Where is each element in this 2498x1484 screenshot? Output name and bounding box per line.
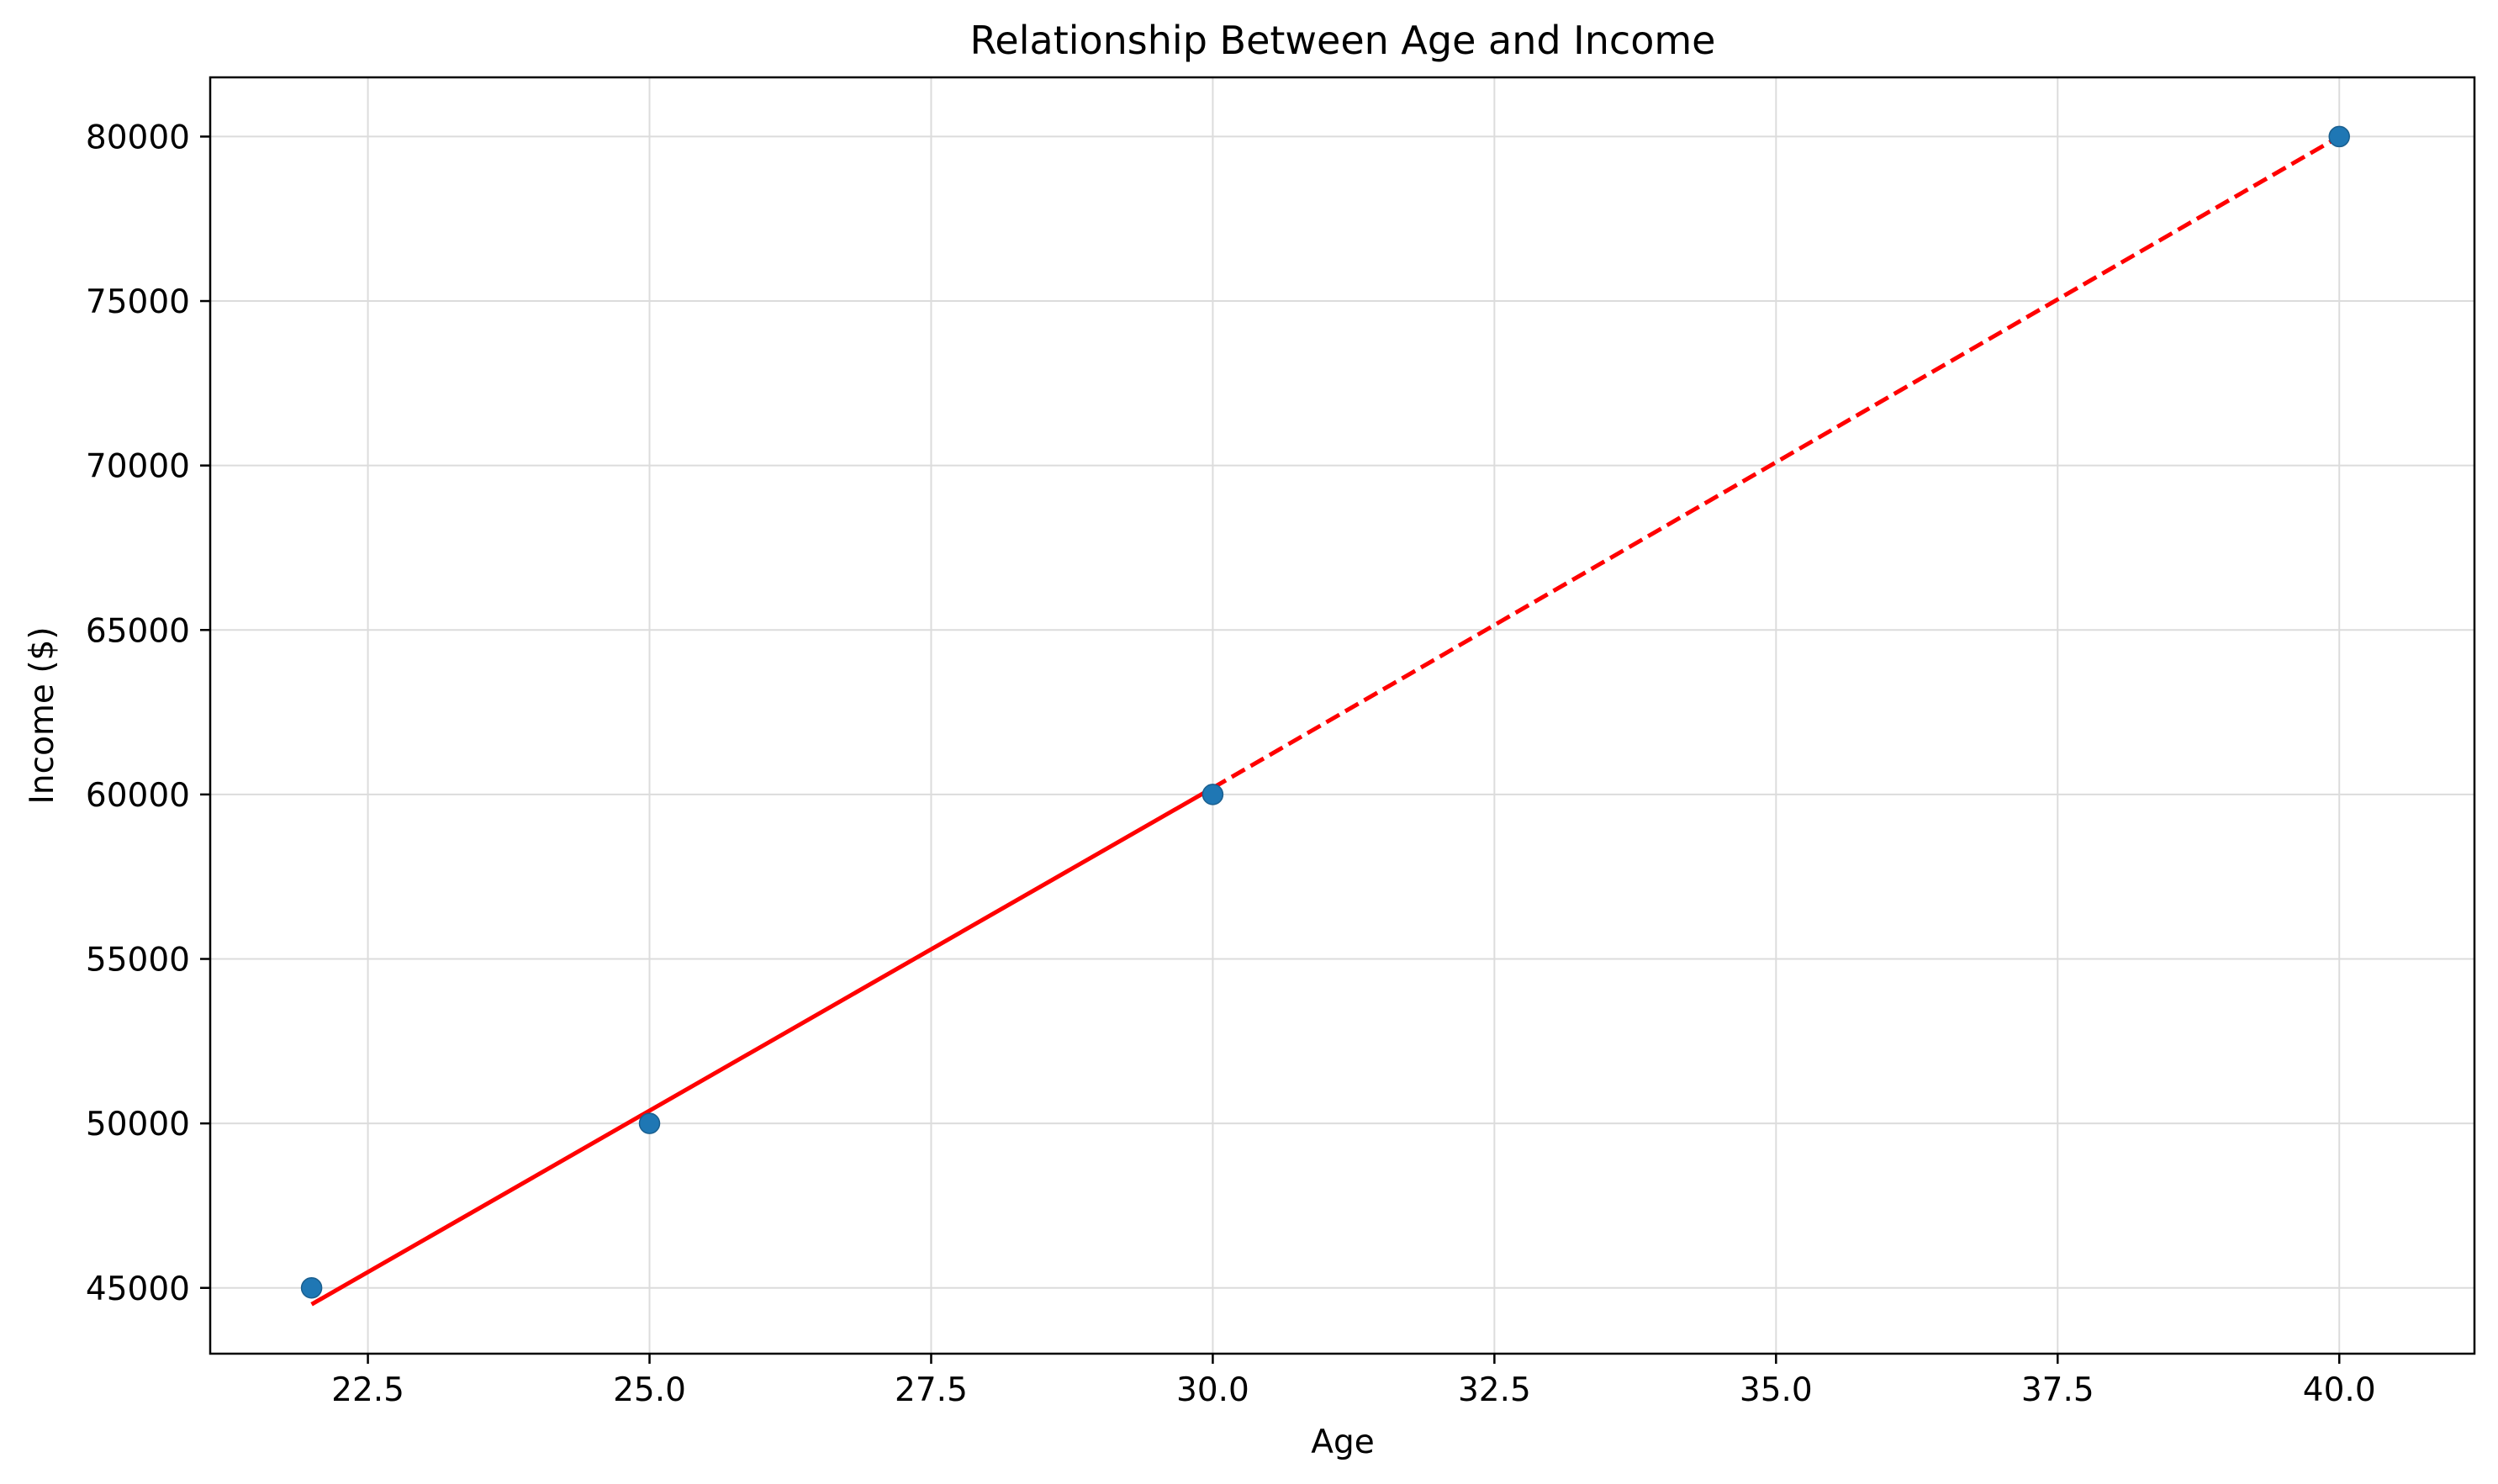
y-tick-label: 65000 [86, 612, 190, 650]
x-tick-label: 35.0 [1740, 1371, 1813, 1409]
trend-line-dashed [1212, 135, 2341, 790]
y-tick-label: 60000 [86, 777, 190, 815]
y-tick-label: 75000 [86, 283, 190, 321]
x-tick-label: 27.5 [895, 1371, 968, 1409]
x-tick-label: 37.5 [2021, 1371, 2094, 1409]
data-point [2328, 125, 2350, 148]
y-tick-label: 45000 [86, 1270, 190, 1308]
y-axis-label: Income ($) [24, 626, 61, 804]
chart-title: Relationship Between Age and Income [970, 18, 1716, 63]
data-point [300, 1277, 323, 1299]
y-tick-label: 70000 [86, 448, 190, 486]
y-tick-label: 80000 [86, 119, 190, 156]
x-tick-label: 40.0 [2303, 1371, 2376, 1409]
trend-line-solid [310, 785, 1214, 1307]
data-point [1201, 784, 1224, 805]
y-tick-label: 50000 [86, 1106, 190, 1143]
y-tick-label: 55000 [86, 942, 190, 980]
grid [210, 77, 2474, 1354]
plot-frame [209, 76, 2476, 1355]
x-tick-label: 25.0 [613, 1371, 686, 1409]
plot-series [300, 125, 2350, 1307]
x-axis-label: Age [1311, 1423, 1374, 1461]
axis-ticks: 22.5 25.0 27.5 30.0 32.5 35.0 37.5 40.0 45000 500… [86, 119, 2376, 1409]
x-tick-label: 30.0 [1176, 1371, 1249, 1409]
x-tick-label: 32.5 [1458, 1371, 1531, 1409]
data-point [638, 1112, 661, 1134]
x-tick-label: 22.5 [331, 1371, 404, 1409]
